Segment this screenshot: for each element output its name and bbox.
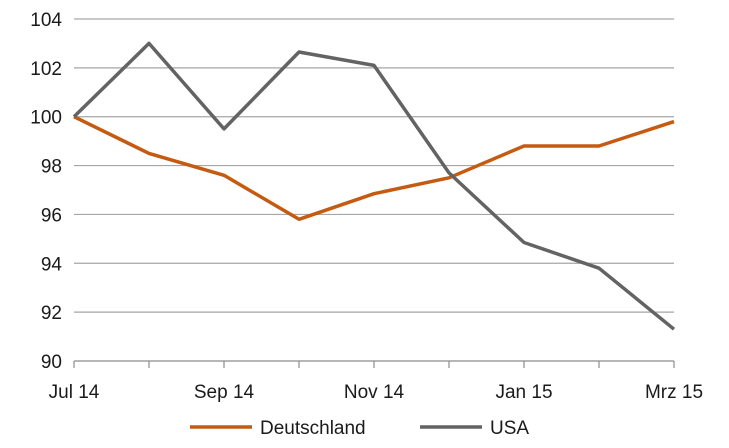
legend: Deutschland USA [190,418,529,439]
series-lines [72,41,676,331]
y-tick-label-104: 104 [30,10,62,31]
legend-label-deutschland: Deutschland [260,418,366,439]
x-axis-tick-labels: Jul 14 Sep 14 Nov 14 Jan 15 Mrz 15 [49,382,703,403]
y-axis-tick-labels: 90 92 94 96 98 100 102 104 [30,10,62,373]
legend-label-usa: USA [490,418,529,439]
x-tick-label: Jan 15 [495,382,552,403]
y-tick-label-98: 98 [41,157,62,178]
series-line-usa [72,41,676,331]
y-tick-label-92: 92 [41,303,62,324]
x-axis [73,360,675,368]
y-tick-label-94: 94 [41,254,63,275]
series-line-deutschland [73,115,675,222]
x-tick-label: Mrz 15 [645,382,703,403]
y-tick-label-96: 96 [41,205,62,226]
y-tick-label-102: 102 [30,59,62,80]
x-tick-label: Sep 14 [194,382,255,403]
y-tick-label-90: 90 [41,352,62,373]
y-tick-label-100: 100 [30,108,62,129]
x-tick-label: Nov 14 [344,382,405,403]
x-tick-label: Jul 14 [49,382,100,403]
